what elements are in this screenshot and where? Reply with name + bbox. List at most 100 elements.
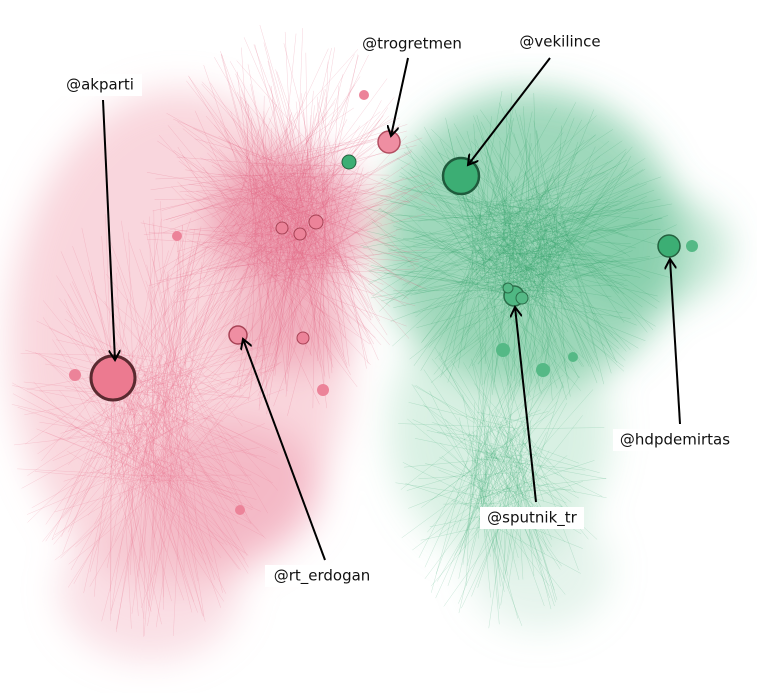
edge [525,133,531,295]
edge [509,159,627,224]
edge [505,242,543,333]
edge [421,425,530,508]
edge [309,274,315,293]
edge [506,466,552,547]
edge [509,234,530,273]
edge [133,274,169,473]
edge [143,481,157,637]
edge [414,134,552,282]
edge [487,242,606,270]
edge [331,271,345,358]
edge [113,449,252,524]
edge [491,176,516,293]
edge [276,277,407,327]
edge [266,164,308,415]
edge [500,158,646,253]
edge [470,351,537,470]
edge [236,92,292,209]
edge [130,433,247,482]
edge [247,64,270,177]
edge [508,432,547,505]
node [172,231,182,241]
edge [515,224,525,292]
edge [153,323,189,411]
edge [63,464,118,482]
edge [531,207,559,227]
edge [47,410,149,469]
edge [271,274,358,388]
edge [444,223,526,291]
edge [309,193,423,261]
edge [241,47,255,237]
edge [541,204,547,329]
edge [397,252,544,254]
edge [499,205,639,219]
edge [405,145,477,276]
edge [412,288,510,314]
edge [117,467,184,485]
edge [160,201,171,454]
edge [547,170,593,261]
edge [484,449,489,488]
edge [131,371,174,384]
edge [169,390,172,522]
edge [562,222,596,354]
edge [106,380,142,568]
edge [469,195,505,266]
edge [286,168,320,172]
edge [276,71,331,224]
edge [284,246,315,283]
edge [424,405,493,453]
edge [381,258,554,302]
edge [189,272,246,355]
edge [270,243,325,316]
edge [152,258,183,413]
edge [458,417,469,455]
edge [555,213,566,371]
edge [105,214,117,483]
edge [249,97,395,279]
edge [163,196,246,221]
edge [156,401,221,484]
edge [121,218,162,449]
edge [118,478,224,545]
edge [310,145,417,171]
edge [117,398,201,473]
edge [533,120,561,279]
edge [113,303,187,365]
edge [146,254,191,484]
label-bg [265,565,379,587]
edge [504,438,514,562]
edge [300,252,330,265]
edge [273,175,298,254]
edge [462,217,555,246]
edge [305,78,388,191]
edge [292,100,382,267]
edge [514,402,567,500]
edge [390,219,502,275]
edge [162,228,195,437]
edge [430,241,495,325]
edge [483,140,514,228]
edge [498,255,666,295]
edge [286,200,409,220]
edge [136,250,169,365]
edge [445,248,474,330]
edge [529,444,580,464]
edge [52,423,143,461]
edge [548,271,606,285]
edge [491,428,517,495]
edge [435,437,509,599]
edge [270,200,278,202]
label-bg [358,33,466,55]
edge [42,317,150,480]
edge [259,111,298,179]
edge [435,231,566,309]
edge [561,236,660,303]
edge [259,263,336,339]
edge [473,168,565,278]
edge [216,226,274,263]
edge [384,244,507,253]
edge [477,276,612,298]
edge [265,48,329,184]
